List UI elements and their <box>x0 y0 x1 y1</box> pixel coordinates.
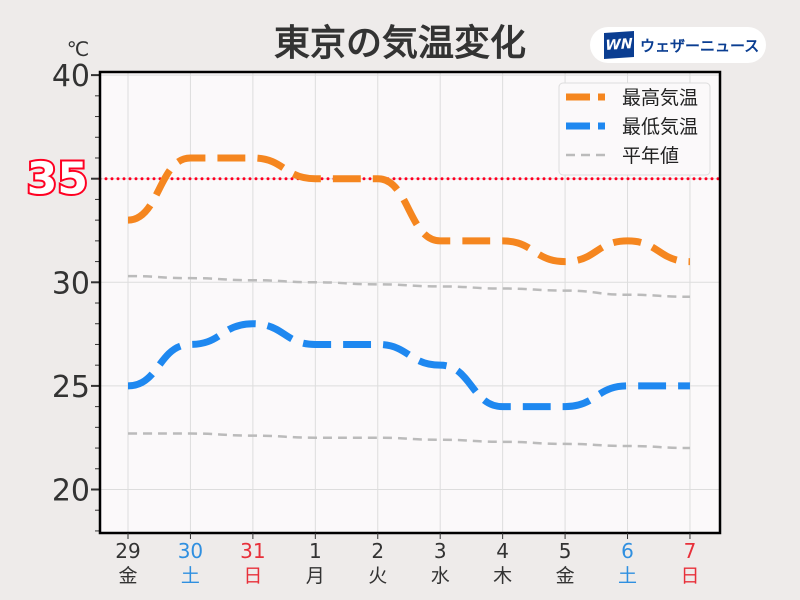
x-tick-label-weekday: 月 <box>306 565 325 587</box>
x-tick-label-weekday: 土 <box>181 565 200 587</box>
x-tick-label-weekday: 火 <box>368 565 387 587</box>
threshold-label: 35 <box>27 154 88 205</box>
x-tick-label-weekday: 金 <box>556 565 575 587</box>
x-tick-label-date: 30 <box>178 539 203 563</box>
legend-box <box>558 82 711 176</box>
x-tick-label-date: 29 <box>115 539 140 563</box>
y-tick-label: 40 <box>52 59 90 94</box>
y-tick-label: 30 <box>52 266 90 301</box>
legend-label: 最低気温 <box>622 116 698 138</box>
x-tick-label-date: 4 <box>496 539 509 563</box>
x-tick-label-date: 2 <box>371 539 384 563</box>
x-tick-label-date: 5 <box>559 539 572 563</box>
series-line-平年値 <box>127 274 690 299</box>
weathernews-logo: WN ウェザーニュース <box>590 27 766 63</box>
x-tick-label-weekday: 日 <box>243 565 262 587</box>
x-tick-label-weekday: 土 <box>618 565 637 587</box>
y-tick-label: 25 <box>52 370 90 405</box>
series-line-平年値 <box>128 432 690 450</box>
y-tick-label: 20 <box>52 473 90 508</box>
x-tick-label-weekday: 日 <box>680 565 699 587</box>
legend-label: 平年値 <box>622 145 679 167</box>
y-axis-unit: ℃ <box>67 37 89 61</box>
x-tick-label-date: 6 <box>621 539 634 563</box>
x-tick-label-weekday: 金 <box>118 565 137 587</box>
x-tick-label-weekday: 木 <box>493 565 512 587</box>
chart-title: 東京の気温変化 <box>273 23 526 64</box>
x-tick-label-date: 3 <box>434 539 447 563</box>
legend-label: 最高気温 <box>622 87 698 109</box>
x-tick-label-date: 7 <box>684 539 697 563</box>
x-tick-label-date: 1 <box>309 539 322 563</box>
series-line-最低気温 <box>127 320 690 411</box>
x-tick-label-date: 31 <box>240 539 265 563</box>
x-tick-label-weekday: 水 <box>431 565 450 587</box>
series-line-最高気温 <box>127 154 691 266</box>
logo-text: ウェザーニュース <box>640 37 760 55</box>
plot-frame <box>98 70 722 535</box>
